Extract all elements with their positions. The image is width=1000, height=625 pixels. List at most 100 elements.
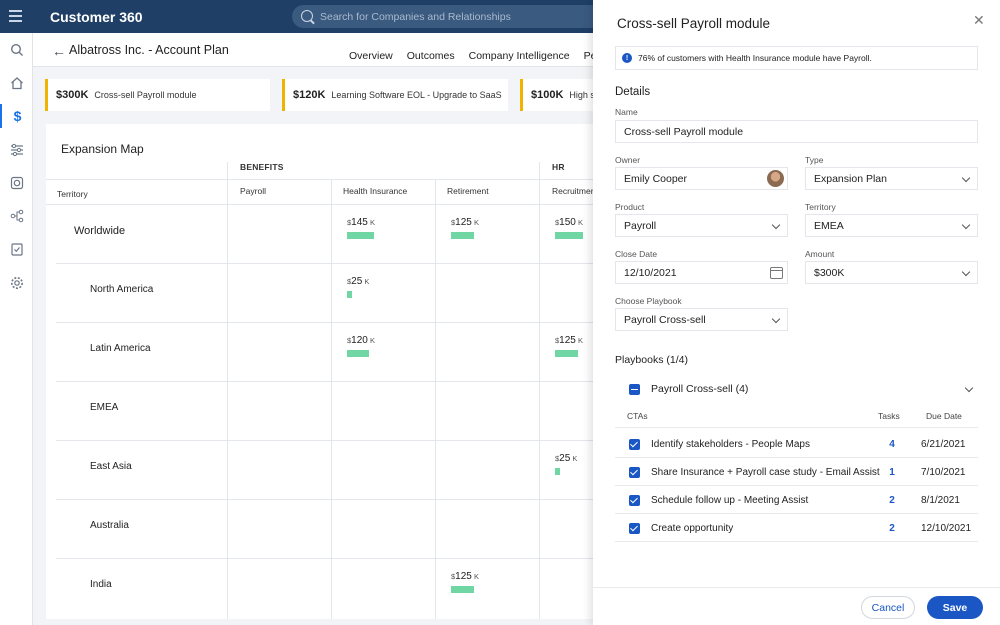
back-arrow-icon[interactable]: ← [52,43,66,59]
territory-row-label: India [90,579,112,590]
home-icon[interactable] [0,71,33,95]
tab-company-intelligence[interactable]: Company Intelligence [468,50,570,62]
cell-bar [347,232,374,239]
cta-task-count[interactable]: 2 [889,523,895,534]
cta-checkbox[interactable] [629,467,640,478]
opportunity-card[interactable]: $300K Cross-sell Payroll module [45,79,270,111]
name-field[interactable]: Cross-sell Payroll module [615,120,978,143]
cta-due-date: 8/1/2021 [921,495,960,506]
global-search[interactable] [292,5,612,28]
opportunity-cards: $300K Cross-sell Payroll module $120K Le… [33,67,593,123]
amount-select[interactable]: $300K [805,261,978,284]
playbooks-heading: Playbooks (1/4) [615,354,688,366]
cell-bar [555,232,583,239]
cell-value[interactable]: $25 K [347,276,370,287]
chevron-down-icon [961,173,971,183]
cta-task-count[interactable]: 4 [889,439,895,450]
opportunity-card[interactable]: $120K Learning Software EOL - Upgrade to… [282,79,508,111]
panel-title: Cross-sell Payroll module [617,16,771,31]
close-date-field[interactable]: 12/10/2021 [615,261,788,284]
cancel-button[interactable]: Cancel [861,596,915,619]
save-button[interactable]: Save [927,596,983,619]
type-select[interactable]: Expansion Plan [805,167,978,190]
map-title: Expansion Map [61,142,144,156]
cta-task-count[interactable]: 1 [889,467,895,478]
clipboard-icon[interactable] [0,237,33,261]
gear-icon[interactable] [0,271,33,295]
card-title: High su [569,90,593,100]
expansion-map: Expansion Map BENEFITS HR Territory Payr… [46,124,593,619]
tasks-column-header: Tasks [878,411,900,421]
cell-value[interactable]: $125 K [451,571,479,582]
menu-icon[interactable] [9,10,22,22]
tab-overview[interactable]: Overview [349,50,393,62]
cta-checkbox[interactable] [629,495,640,506]
dollar-icon[interactable]: $ [0,104,33,128]
cell-bar [555,350,578,357]
territory-header: Territory [57,189,88,199]
cta-name: Schedule follow up - Meeting Assist [651,495,809,506]
playbook-label: Choose Playbook [615,296,682,306]
group-header-hr: HR [552,162,565,172]
cell-bar [347,350,369,357]
type-label: Type [805,155,824,165]
grid-line [227,162,228,619]
cta-row[interactable]: Create opportunity 2 12/10/2021 [615,514,978,542]
grid-line [56,322,593,323]
cell-value[interactable]: $25 K [555,453,578,464]
cta-name: Share Insurance + Payroll case study - E… [651,467,880,478]
grid-line [539,162,540,619]
product-label: Product [615,202,645,212]
cell-value[interactable]: $145 K [347,217,375,228]
insight-text: 76% of customers with Health Insurance m… [638,53,872,63]
cell-value[interactable]: $125 K [555,335,583,346]
camera-icon[interactable] [0,171,33,195]
playbook-checkbox[interactable] [629,383,640,395]
hierarchy-icon[interactable] [0,204,33,228]
name-label: Name [615,107,638,117]
cell-value[interactable]: $125 K [451,217,479,228]
product-select[interactable]: Payroll [615,214,788,237]
due-date-column-header: Due Date [926,411,962,421]
territory-select[interactable]: EMEA [805,214,978,237]
sliders-icon[interactable] [0,138,33,162]
cta-row[interactable]: Identify stakeholders - People Maps 4 6/… [615,430,978,458]
card-amount: $120K [293,89,326,101]
search-input[interactable] [320,8,600,25]
playbook-value: Payroll Cross-sell [624,313,706,326]
cell-bar [555,468,560,475]
grid-line [56,381,593,382]
group-header-benefits: BENEFITS [240,162,284,172]
territory-row-label: Australia [90,520,129,531]
owner-field[interactable]: Emily Cooper [615,167,788,190]
cta-row[interactable]: Share Insurance + Payroll case study - E… [615,458,978,486]
column-header-retirement: Retirement [447,186,489,196]
cta-task-count[interactable]: 2 [889,495,895,506]
search-icon [301,10,313,22]
playbook-select[interactable]: Payroll Cross-sell [615,308,788,331]
territory-row-label: Latin America [90,343,151,354]
sidebar: $ [0,33,33,625]
chevron-down-icon[interactable] [964,383,974,393]
grid-line [56,440,593,441]
cell-value[interactable]: $120 K [347,335,375,346]
card-title: Learning Software EOL - Upgrade to SaaS [331,90,502,100]
search-icon[interactable] [0,38,33,62]
cell-value[interactable]: $150 K [555,217,583,228]
opportunity-detail-panel: Cross-sell Payroll module ✕ ! 76% of cus… [593,0,1000,625]
territory-row-label: EMEA [90,402,119,413]
cta-row[interactable]: Schedule follow up - Meeting Assist 2 8/… [615,486,978,514]
chevron-down-icon [961,220,971,230]
playbook-group[interactable]: Payroll Cross-sell (4) [629,383,748,395]
column-header-payroll: Payroll [240,186,266,196]
calendar-icon[interactable] [770,267,783,279]
cta-checkbox[interactable] [629,523,640,534]
grid-line [331,180,332,619]
cta-name: Create opportunity [651,523,734,534]
tab-outcomes[interactable]: Outcomes [406,50,455,62]
opportunity-card[interactable]: $100K High su [520,79,593,111]
cta-checkbox[interactable] [629,439,640,450]
grid-line [46,204,593,205]
page-title: Albatross Inc. - Account Plan [69,43,229,57]
close-icon[interactable]: ✕ [973,12,985,28]
